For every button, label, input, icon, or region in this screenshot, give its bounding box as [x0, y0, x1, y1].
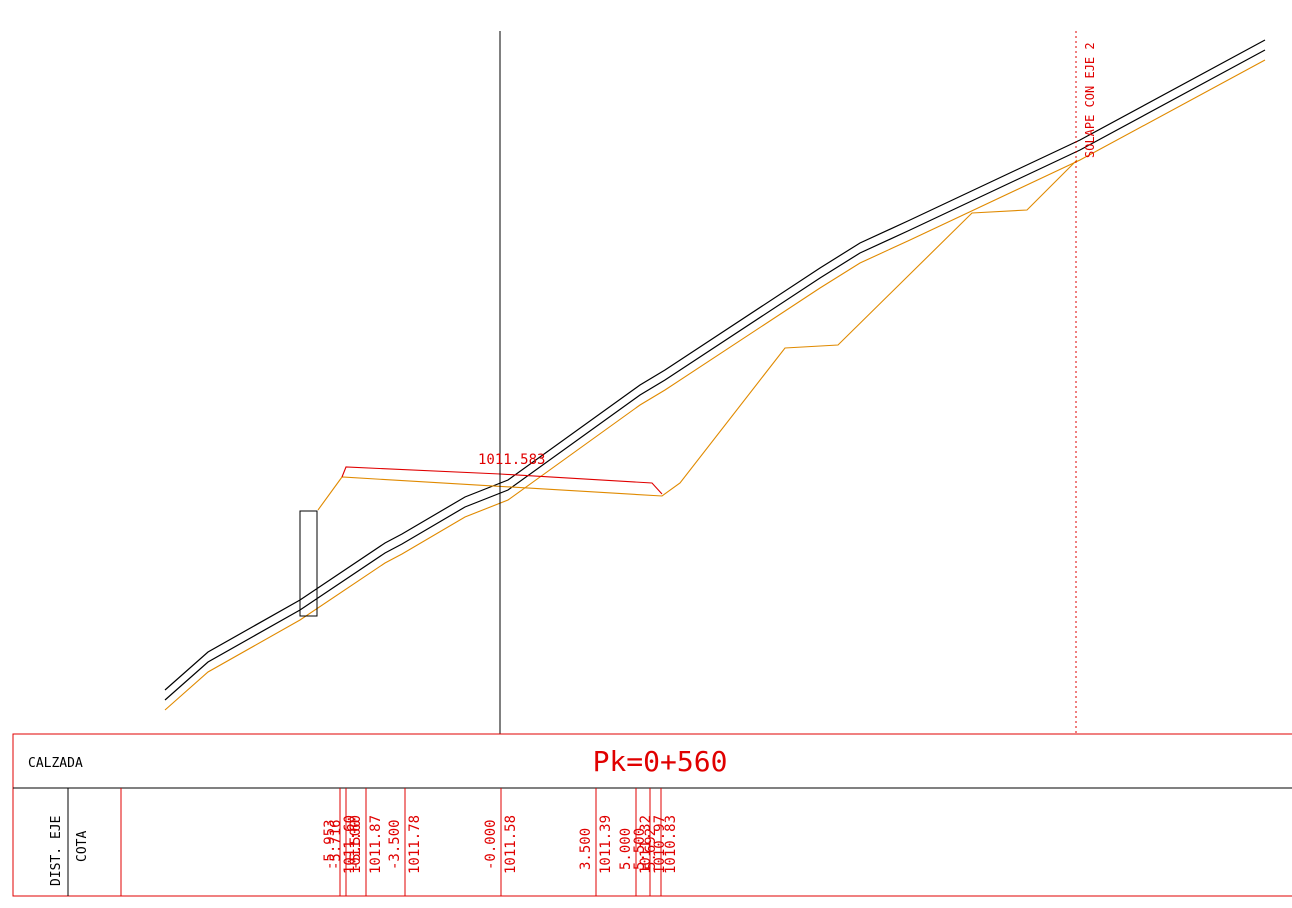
overlap-label: SOLAPE CON EJE 2	[1083, 42, 1097, 158]
band-cota-value: 1011.58	[503, 815, 519, 874]
band-dist-value: -0.000	[483, 819, 499, 870]
original-ground-line	[164, 59, 1266, 711]
band-dist-value: 3.500	[578, 828, 594, 870]
band-dist-value: 5.692	[643, 828, 659, 870]
band-frame	[12, 733, 1292, 897]
terrain-line-lower	[164, 49, 1266, 701]
terrain-line-upper	[164, 39, 1266, 691]
center-elevation-label: 1011.583	[478, 452, 545, 468]
band-dist-value: -5.953	[322, 819, 338, 870]
band-cota-value: 1011.87	[368, 815, 384, 874]
calzada-label: CALZADA	[28, 756, 83, 771]
design-surface-line	[341, 466, 663, 495]
band-cota-value: 1011.39	[598, 815, 614, 874]
dist-eje-label: DIST. EJE	[49, 816, 64, 886]
cota-label: COTA	[75, 831, 90, 862]
design-subgrade-line	[317, 159, 1078, 511]
band-cota-value: 1011.78	[407, 815, 423, 874]
band-cota-value: 1010.97	[652, 815, 668, 874]
band-dist-value: -3.500	[387, 819, 403, 870]
band-columns: -5.953 1011.60-5.716 1011.60-5.500 1011.87-…	[322, 788, 679, 896]
pk-label: Pk=0+560	[593, 745, 728, 778]
band-cota-value: 1011.60	[348, 815, 364, 874]
structure-rectangle	[299, 510, 318, 617]
band-cota-value: 1010.83	[663, 815, 679, 874]
band-dist-value: 5.500	[632, 828, 648, 870]
band-dist-value: -5.716	[328, 819, 344, 870]
band-dist-value: -5.500	[348, 819, 364, 870]
band-dist-value: 5.000	[618, 828, 634, 870]
